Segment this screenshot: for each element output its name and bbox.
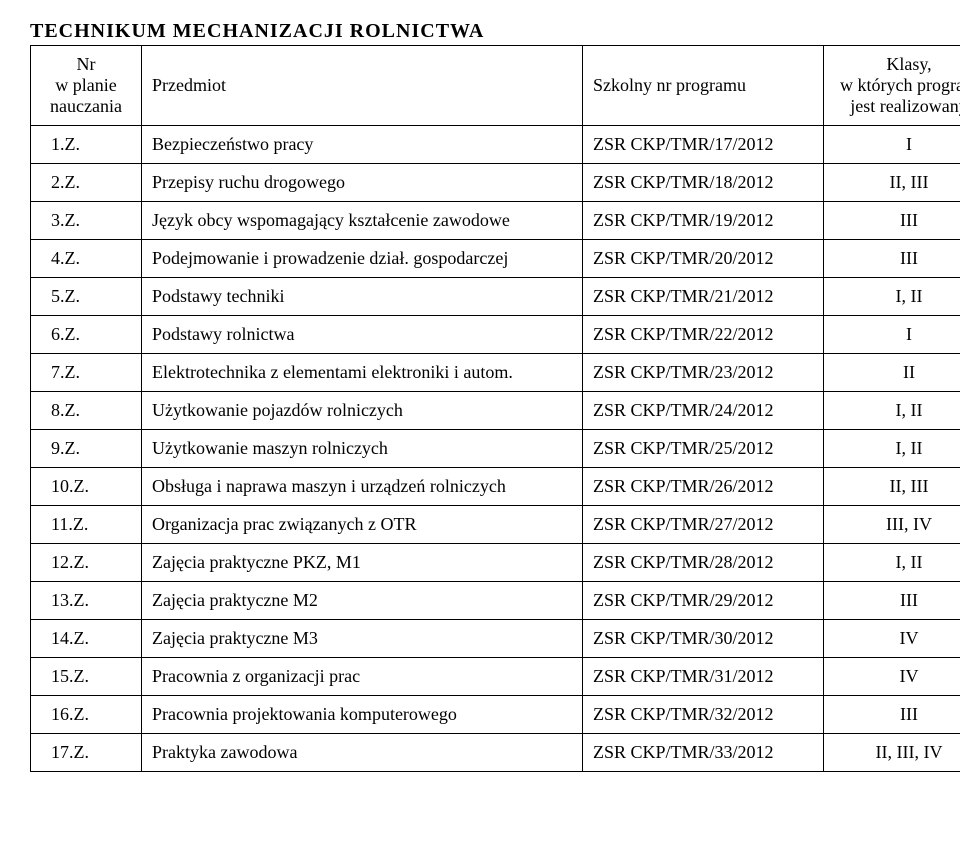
cell-program: ZSR CKP/TMR/31/2012 [583,658,824,696]
cell-subject: Elektrotechnika z elementami elektroniki… [142,354,583,392]
cell-classes: III [824,696,960,734]
cell-program: ZSR CKP/TMR/33/2012 [583,734,824,772]
cell-program: ZSR CKP/TMR/29/2012 [583,582,824,620]
cell-nr: 9.Z. [31,430,142,468]
header-nr: Nrw planienauczania [31,46,142,126]
cell-subject: Język obcy wspomagający kształcenie zawo… [142,202,583,240]
table-row: 14.Z.Zajęcia praktyczne M3ZSR CKP/TMR/30… [31,620,960,658]
table-row: 16.Z.Pracownia projektowania komputerowe… [31,696,960,734]
cell-program: ZSR CKP/TMR/18/2012 [583,164,824,202]
cell-nr: 4.Z. [31,240,142,278]
cell-subject: Podstawy techniki [142,278,583,316]
cell-program: ZSR CKP/TMR/17/2012 [583,126,824,164]
cell-classes: II, III [824,468,960,506]
cell-classes: II, III, IV [824,734,960,772]
cell-classes: I, II [824,430,960,468]
cell-nr: 14.Z. [31,620,142,658]
cell-classes: III [824,582,960,620]
cell-subject: Praktyka zawodowa [142,734,583,772]
cell-classes: II, III [824,164,960,202]
table-row: 7.Z.Elektrotechnika z elementami elektro… [31,354,960,392]
cell-nr: 5.Z. [31,278,142,316]
table-row: 9.Z.Użytkowanie maszyn rolniczychZSR CKP… [31,430,960,468]
table-row: 5.Z.Podstawy technikiZSR CKP/TMR/21/2012… [31,278,960,316]
table-body: 1.Z.Bezpieczeństwo pracyZSR CKP/TMR/17/2… [31,126,960,772]
cell-classes: IV [824,620,960,658]
cell-nr: 1.Z. [31,126,142,164]
cell-classes: III, IV [824,506,960,544]
cell-program: ZSR CKP/TMR/20/2012 [583,240,824,278]
cell-classes: I, II [824,278,960,316]
header-subject: Przedmiot [142,46,583,126]
cell-program: ZSR CKP/TMR/23/2012 [583,354,824,392]
cell-classes: III [824,202,960,240]
cell-nr: 15.Z. [31,658,142,696]
table-row: 11.Z.Organizacja prac związanych z OTRZS… [31,506,960,544]
cell-subject: Zajęcia praktyczne M3 [142,620,583,658]
table-row: 12.Z.Zajęcia praktyczne PKZ, M1ZSR CKP/T… [31,544,960,582]
cell-classes: I [824,316,960,354]
cell-nr: 12.Z. [31,544,142,582]
cell-nr: 10.Z. [31,468,142,506]
cell-nr: 13.Z. [31,582,142,620]
cell-program: ZSR CKP/TMR/27/2012 [583,506,824,544]
cell-program: ZSR CKP/TMR/19/2012 [583,202,824,240]
table-row: 1.Z.Bezpieczeństwo pracyZSR CKP/TMR/17/2… [31,126,960,164]
table-row: 13.Z.Zajęcia praktyczne M2ZSR CKP/TMR/29… [31,582,960,620]
cell-nr: 16.Z. [31,696,142,734]
cell-subject: Podejmowanie i prowadzenie dział. gospod… [142,240,583,278]
table-header-row: Nrw planienauczania Przedmiot Szkolny nr… [31,46,960,126]
cell-classes: I, II [824,544,960,582]
page-title: TECHNIKUM MECHANIZACJI ROLNICTWA [30,20,930,43]
table-row: 2.Z.Przepisy ruchu drogowegoZSR CKP/TMR/… [31,164,960,202]
cell-program: ZSR CKP/TMR/22/2012 [583,316,824,354]
cell-subject: Przepisy ruchu drogowego [142,164,583,202]
cell-program: ZSR CKP/TMR/26/2012 [583,468,824,506]
table-row: 8.Z.Użytkowanie pojazdów rolniczychZSR C… [31,392,960,430]
cell-program: ZSR CKP/TMR/21/2012 [583,278,824,316]
header-program: Szkolny nr programu [583,46,824,126]
cell-program: ZSR CKP/TMR/32/2012 [583,696,824,734]
cell-nr: 3.Z. [31,202,142,240]
cell-nr: 11.Z. [31,506,142,544]
cell-subject: Organizacja prac związanych z OTR [142,506,583,544]
cell-program: ZSR CKP/TMR/24/2012 [583,392,824,430]
cell-subject: Pracownia z organizacji prac [142,658,583,696]
table-row: 10.Z.Obsługa i naprawa maszyn i urządzeń… [31,468,960,506]
table-row: 15.Z.Pracownia z organizacji pracZSR CKP… [31,658,960,696]
table-row: 4.Z.Podejmowanie i prowadzenie dział. go… [31,240,960,278]
cell-classes: I [824,126,960,164]
cell-nr: 7.Z. [31,354,142,392]
table-row: 6.Z.Podstawy rolnictwaZSR CKP/TMR/22/201… [31,316,960,354]
cell-program: ZSR CKP/TMR/25/2012 [583,430,824,468]
table-row: 3.Z.Język obcy wspomagający kształcenie … [31,202,960,240]
cell-nr: 8.Z. [31,392,142,430]
cell-subject: Użytkowanie maszyn rolniczych [142,430,583,468]
cell-subject: Pracownia projektowania komputerowego [142,696,583,734]
cell-subject: Obsługa i naprawa maszyn i urządzeń roln… [142,468,583,506]
cell-subject: Zajęcia praktyczne PKZ, M1 [142,544,583,582]
cell-subject: Podstawy rolnictwa [142,316,583,354]
cell-classes: I, II [824,392,960,430]
cell-subject: Zajęcia praktyczne M2 [142,582,583,620]
header-classes: Klasy,w których programjest realizowany [824,46,960,126]
curriculum-table: Nrw planienauczania Przedmiot Szkolny nr… [30,45,960,772]
cell-nr: 17.Z. [31,734,142,772]
cell-program: ZSR CKP/TMR/28/2012 [583,544,824,582]
cell-nr: 2.Z. [31,164,142,202]
cell-classes: III [824,240,960,278]
cell-nr: 6.Z. [31,316,142,354]
table-row: 17.Z.Praktyka zawodowaZSR CKP/TMR/33/201… [31,734,960,772]
cell-subject: Użytkowanie pojazdów rolniczych [142,392,583,430]
cell-classes: II [824,354,960,392]
cell-subject: Bezpieczeństwo pracy [142,126,583,164]
cell-program: ZSR CKP/TMR/30/2012 [583,620,824,658]
cell-classes: IV [824,658,960,696]
